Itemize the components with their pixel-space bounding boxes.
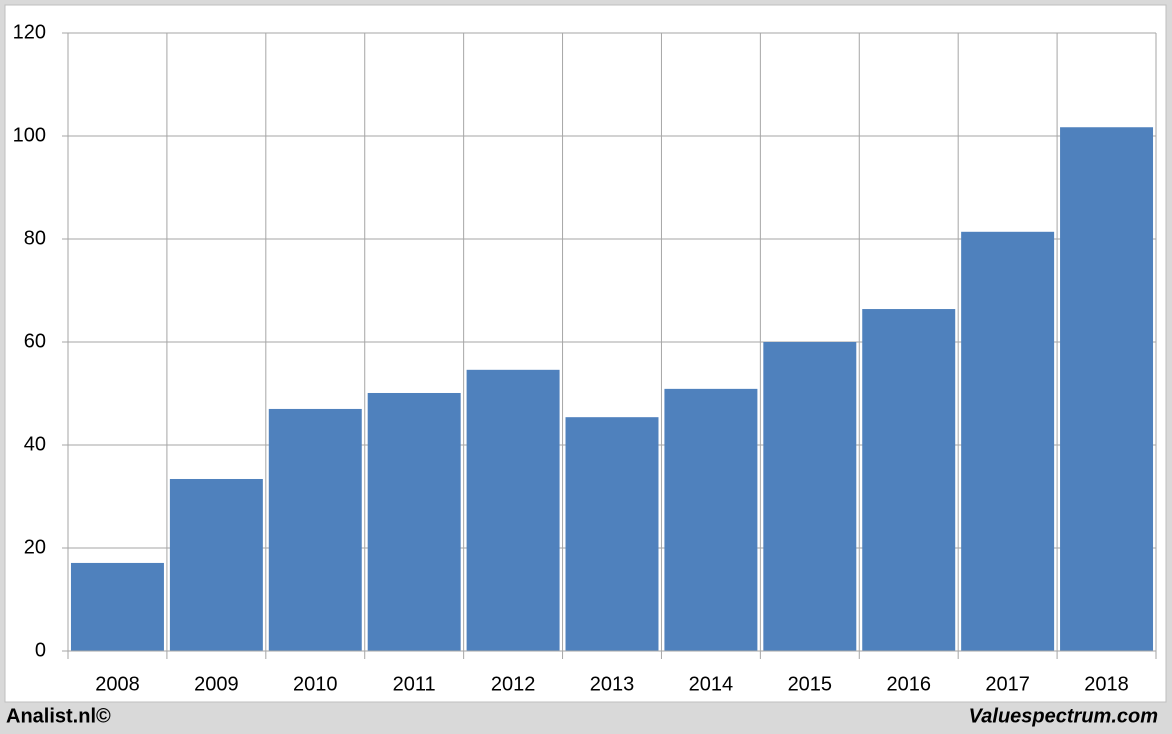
bar — [367, 392, 461, 651]
y-tick-label: 100 — [13, 124, 46, 146]
bar — [664, 388, 758, 651]
y-tick-label: 20 — [24, 536, 46, 558]
bar — [70, 562, 164, 651]
x-tick-label: 2013 — [590, 673, 635, 695]
bar — [565, 417, 659, 651]
x-tick-label: 2012 — [491, 673, 536, 695]
x-tick-label: 2017 — [985, 673, 1030, 695]
x-tick-label: 2009 — [194, 673, 239, 695]
bar — [268, 408, 362, 651]
x-tick-label: 2011 — [393, 673, 436, 695]
y-tick-label: 40 — [24, 433, 46, 455]
footer-left: Analist.nl© — [6, 705, 111, 727]
bar — [862, 309, 956, 651]
y-tick-label: 80 — [24, 227, 46, 249]
x-tick-label: 2015 — [788, 673, 833, 695]
x-tick-label: 2018 — [1084, 673, 1129, 695]
bar — [1060, 127, 1154, 652]
bar — [466, 369, 560, 651]
bar — [763, 342, 857, 651]
y-tick-label: 120 — [13, 21, 46, 43]
footer-right: Valuespectrum.com — [969, 705, 1158, 727]
x-tick-label: 2016 — [886, 673, 931, 695]
x-tick-label: 2010 — [293, 673, 338, 695]
y-tick-label: 60 — [24, 330, 46, 352]
bar — [961, 231, 1055, 652]
y-tick-label: 0 — [35, 639, 46, 661]
bar — [169, 478, 263, 651]
x-tick-label: 2008 — [95, 673, 140, 695]
x-tick-label: 2014 — [689, 673, 734, 695]
